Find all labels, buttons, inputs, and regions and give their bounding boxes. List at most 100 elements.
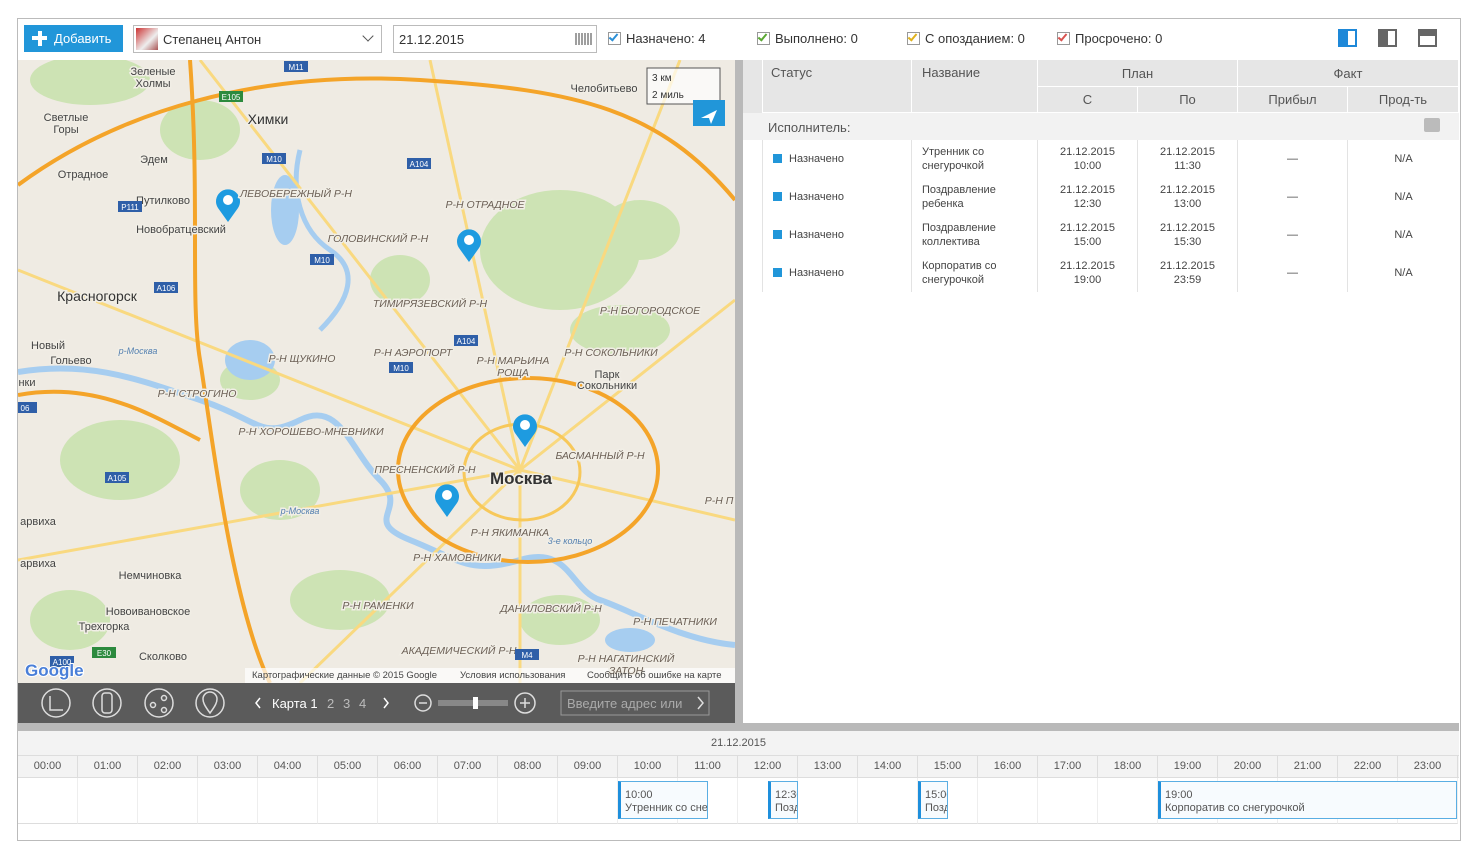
filter-label[interactable]: Выполнено: 0 xyxy=(775,31,858,46)
map-tab[interactable]: Карта 1 xyxy=(272,696,318,711)
event-title: Поздравление ребенка xyxy=(775,802,797,814)
filter-checkbox[interactable] xyxy=(608,32,621,45)
cell: — xyxy=(1238,140,1348,178)
filter-label[interactable]: С опозданием: 0 xyxy=(925,31,1025,46)
map-label: Трехгорка xyxy=(79,621,131,633)
road-shield-label: M10 xyxy=(314,256,330,265)
header-cell: Прод-ть xyxy=(1348,87,1459,113)
hour-label: 02:00 xyxy=(138,756,198,778)
status-dot xyxy=(773,230,782,239)
hour-label: 20:00 xyxy=(1218,756,1278,778)
filter-checkbox[interactable] xyxy=(1057,32,1070,45)
road-shield-label: P111 xyxy=(121,203,139,212)
hour-cell xyxy=(18,778,78,824)
map-label: Парк xyxy=(595,369,620,381)
address-search[interactable]: Введите адрес или xyxy=(567,696,683,711)
map-logo: Google xyxy=(25,661,84,680)
road-shield xyxy=(154,282,178,293)
cell: Корпоратив со снегурочкой xyxy=(912,254,1038,292)
hour-cell xyxy=(318,778,378,824)
map-label: 3-е кольцо xyxy=(548,536,593,546)
map-label: БАСМАННЫЙ Р-Н xyxy=(555,449,645,462)
road-shield xyxy=(219,91,243,102)
avatar xyxy=(136,28,158,50)
cell-line: 21.12.2015 xyxy=(1059,184,1116,196)
header-cell: С xyxy=(1038,87,1138,113)
print-icon[interactable] xyxy=(1424,118,1440,132)
filter-label[interactable]: Назначено: 4 xyxy=(626,31,706,46)
map-label: Гольево xyxy=(50,355,91,367)
filter-label[interactable]: Просрочено: 0 xyxy=(1075,31,1163,46)
road-shield xyxy=(515,649,539,660)
scale-label: 3 км xyxy=(652,73,672,84)
hour-label: 23:00 xyxy=(1398,756,1458,778)
header-cell: Прибыл xyxy=(1238,87,1348,113)
map-label: Зеленые xyxy=(130,66,175,78)
road-shield xyxy=(389,362,413,373)
frame xyxy=(17,18,1461,841)
cell: Поздравление коллектива xyxy=(912,216,1038,254)
filter-checkbox[interactable] xyxy=(757,32,770,45)
layout-icon[interactable] xyxy=(1338,29,1357,47)
map-label: Сокольники xyxy=(577,380,637,392)
map-toolbar xyxy=(18,683,735,723)
header-cell: Факт xyxy=(1238,60,1459,87)
map-label: ГОЛОВИНСКИЙ Р-Н xyxy=(328,232,429,245)
map-label: Р-Н АЭРОПОРТ xyxy=(374,347,454,359)
filter-checkbox[interactable] xyxy=(907,32,920,45)
timeline-event[interactable]: 12:30Поздравление ребенка xyxy=(768,781,798,819)
map-label: Сколково xyxy=(139,651,187,663)
map-label: Эдем xyxy=(140,154,168,166)
map-tab[interactable]: 2 xyxy=(327,696,335,711)
layout-icon[interactable] xyxy=(1418,29,1437,47)
cell: Назначено xyxy=(763,178,912,216)
hour-label: 22:00 xyxy=(1338,756,1398,778)
map-label: ТИМИРЯЗЕВСКИЙ Р-Н xyxy=(373,297,488,310)
date-input[interactable]: 21.12.2015 xyxy=(393,25,597,53)
hour-label: 19:00 xyxy=(1158,756,1218,778)
hour-cell xyxy=(1038,778,1098,824)
hour-label: 11:00 xyxy=(678,756,738,778)
hour-cell xyxy=(438,778,498,824)
splitter[interactable] xyxy=(18,723,1459,731)
map-tab[interactable]: 3 xyxy=(343,696,351,711)
road-shield xyxy=(105,472,129,483)
layout-icon[interactable] xyxy=(1378,29,1397,47)
hour-label: 21:00 xyxy=(1278,756,1338,778)
timeline-event[interactable]: 15:00Поздравление коллектива xyxy=(918,781,948,819)
cell-line: 10:00 xyxy=(1073,160,1102,172)
cell-line: 21.12.2015 xyxy=(1159,222,1216,234)
map-label: Москва xyxy=(490,469,553,488)
hour-label: 18:00 xyxy=(1098,756,1158,778)
status-dot xyxy=(773,268,782,277)
road-shield-label: A104 xyxy=(457,337,476,346)
attribution: Условия использования xyxy=(460,670,565,681)
header-cell: Название xyxy=(912,60,1038,113)
map-label: Р-Н ПЕЧАТНИКИ xyxy=(633,616,717,628)
map-label: Новый xyxy=(31,340,65,352)
event-time: 12:30 xyxy=(775,789,797,801)
map-label: Р-Н МАРЬИНА xyxy=(477,355,550,367)
map-tab[interactable]: 4 xyxy=(359,696,367,711)
map-label: РОЩА xyxy=(497,367,529,379)
group-row: Исполнитель: xyxy=(743,113,1459,140)
hour-cell xyxy=(498,778,558,824)
road-shield xyxy=(18,402,37,413)
road-shield xyxy=(407,158,431,169)
road-shield-label: A106 xyxy=(157,284,176,293)
road-shield-label: A105 xyxy=(108,474,127,483)
hour-cell xyxy=(978,778,1038,824)
timeline-event[interactable]: 19:00 Корпоратив со снегурочкой xyxy=(1158,781,1457,819)
cell-line: 21.12.2015 xyxy=(1159,184,1216,196)
splitter[interactable] xyxy=(735,60,743,723)
map-label: Холмы xyxy=(136,78,171,90)
cell: N/A xyxy=(1394,229,1413,241)
hour-label: 14:00 xyxy=(858,756,918,778)
road-shield xyxy=(310,254,334,265)
road-shield-label: M10 xyxy=(266,155,282,164)
employee-select[interactable]: Степанец Антон xyxy=(133,25,382,53)
cell-line: 15:30 xyxy=(1173,236,1202,248)
hour-cell xyxy=(198,778,258,824)
